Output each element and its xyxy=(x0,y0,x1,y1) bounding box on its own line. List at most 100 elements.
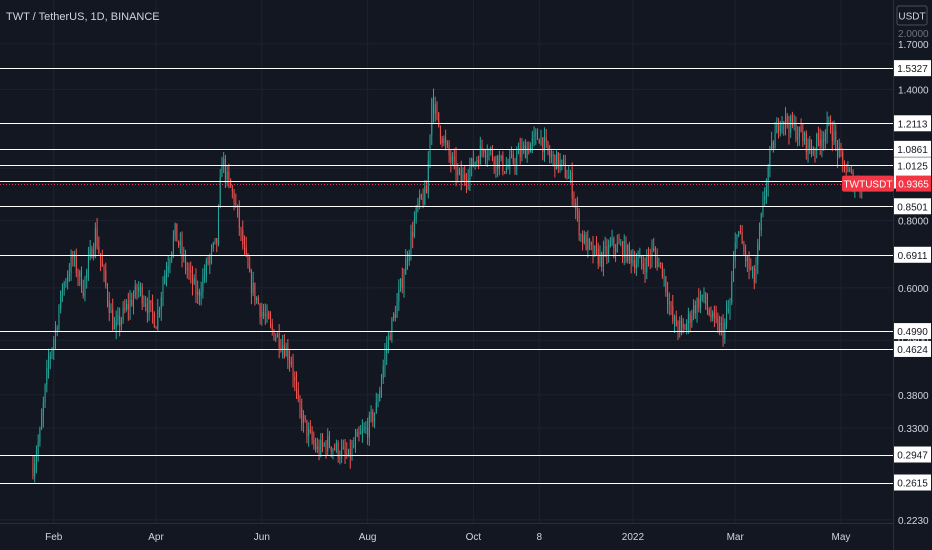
candle-body xyxy=(44,384,46,402)
candle-2021-10-09 xyxy=(486,144,488,168)
candle-body xyxy=(497,156,499,169)
candle-body xyxy=(224,158,226,180)
candle-body xyxy=(485,152,487,157)
candle-body xyxy=(547,141,549,151)
candle-2021-11-12 xyxy=(545,129,547,149)
candle-body xyxy=(745,251,747,262)
candle-2022-01-13 xyxy=(653,238,655,253)
candle-body xyxy=(509,156,511,167)
level-price-tag xyxy=(894,446,931,463)
time-axis[interactable]: Feb Apr Jun Aug Oct 8 2022 Mar May xyxy=(0,523,893,550)
candle-2021-03-27 xyxy=(146,297,148,323)
candle-body xyxy=(667,292,669,304)
currency-box-frame xyxy=(896,5,928,26)
candle-body xyxy=(178,241,180,246)
candle-2021-11-09 xyxy=(540,129,542,146)
candle-2021-03-14 xyxy=(124,299,126,314)
candle-2022-03-25 xyxy=(776,117,778,134)
candle-2021-11-11 xyxy=(543,127,545,162)
candle-body xyxy=(615,248,617,252)
candle-2021-12-19 xyxy=(609,236,611,248)
candle-body xyxy=(271,323,273,330)
candle-body xyxy=(653,247,655,251)
candle-2022-02-12 xyxy=(705,292,707,310)
candle-2021-08-18 xyxy=(396,293,398,318)
candle-2021-04-10 xyxy=(171,251,173,264)
candle-2021-10-21 xyxy=(507,158,509,170)
candle-body xyxy=(406,258,408,261)
y-tick-label: 1.4000 xyxy=(898,85,929,96)
candle-body xyxy=(526,147,528,159)
candle-body xyxy=(826,121,828,133)
candle-body xyxy=(396,301,398,318)
candle-body xyxy=(741,232,743,244)
price-axis[interactable]: 2.00001.70001.40001.00000.80000.60000.48… xyxy=(893,0,932,550)
candle-body xyxy=(323,443,325,445)
candle-body xyxy=(110,309,112,313)
candle-2021-08-16 xyxy=(393,312,395,322)
currency-box[interactable]: USDT xyxy=(896,5,928,26)
y-tick-label: 0.2230 xyxy=(898,516,929,527)
y-tick-label-partial: 2.0000 xyxy=(898,29,929,40)
candle-body xyxy=(301,408,303,424)
candle-2021-03-01 xyxy=(101,249,103,267)
candle-2022-05-03 xyxy=(843,160,845,173)
candle-body xyxy=(370,411,372,416)
candle-2021-05-03 xyxy=(211,244,213,265)
candle-2021-06-20 xyxy=(294,371,296,392)
candle-body xyxy=(212,243,214,249)
candle-2021-12-23 xyxy=(616,234,618,253)
candle-2021-05-06 xyxy=(216,237,218,253)
candle-2021-03-08 xyxy=(113,316,115,330)
candle-body xyxy=(696,298,698,313)
candle-2022-01-22 xyxy=(668,292,670,316)
candle-2021-06-28 xyxy=(308,422,310,447)
candle-2021-08-31 xyxy=(419,189,421,210)
candle-2021-02-21 xyxy=(87,246,89,281)
candle-body xyxy=(557,152,559,168)
candle-body xyxy=(682,323,684,328)
candle-2021-10-04 xyxy=(478,155,480,169)
candle-2022-03-17 xyxy=(762,191,764,218)
candle-2021-08-12 xyxy=(386,336,388,366)
candle-2021-12-14 xyxy=(601,251,603,272)
candle-body xyxy=(732,260,734,282)
candle-body xyxy=(798,126,800,137)
candle-body xyxy=(679,320,681,332)
candle-2022-04-10 xyxy=(804,131,806,145)
candle-body xyxy=(432,99,434,114)
level-price-label: 0.2947 xyxy=(897,451,928,462)
candle-body xyxy=(48,359,50,368)
candle-2021-06-23 xyxy=(299,395,301,419)
candle-body xyxy=(646,255,648,273)
candle-2021-09-04 xyxy=(426,180,428,194)
candle-body xyxy=(592,244,594,256)
candle-2022-03-31 xyxy=(786,112,788,129)
candle-2021-09-16 xyxy=(446,140,448,149)
candle-2022-04-23 xyxy=(826,111,828,144)
candle-body xyxy=(537,132,539,140)
candle-2022-04-02 xyxy=(790,114,792,138)
candle-2021-03-30 xyxy=(152,294,154,324)
candle-body xyxy=(82,291,84,296)
candle-body xyxy=(351,446,353,458)
candle-body xyxy=(328,435,330,447)
candle-body xyxy=(250,271,252,293)
candle-2021-04-30 xyxy=(205,257,207,283)
candle-body xyxy=(231,187,233,192)
candle-2022-04-20 xyxy=(821,130,823,158)
candle-body xyxy=(672,306,674,322)
candle-body xyxy=(556,152,558,170)
candle-body xyxy=(490,149,492,151)
candle-body xyxy=(784,115,786,125)
candle-2021-10-06 xyxy=(481,139,483,158)
candle-body xyxy=(582,234,584,244)
level-price-tag xyxy=(894,474,931,491)
candle-2021-07-13 xyxy=(334,443,336,451)
candle-body xyxy=(280,347,282,349)
candle-body xyxy=(327,435,329,452)
candle-2021-12-26 xyxy=(621,240,623,264)
candle-body xyxy=(152,302,154,313)
candle-body xyxy=(585,234,587,250)
